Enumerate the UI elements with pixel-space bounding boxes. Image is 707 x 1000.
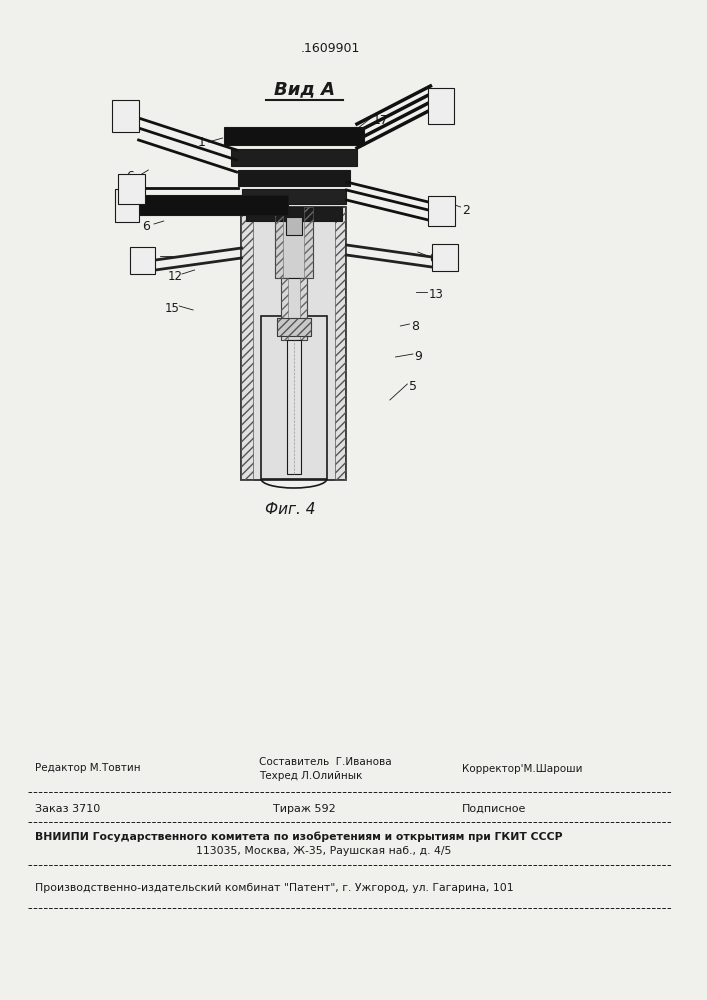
Bar: [432, 244, 458, 271]
Text: ВНИИПИ Государственного комитета по изобретениям и открытиям при ГКИТ СССР: ВНИИПИ Государственного комитета по изоб…: [35, 832, 563, 842]
Text: Тираж 592: Тираж 592: [273, 804, 336, 814]
Text: Заказ 3710: Заказ 3710: [35, 804, 100, 814]
Bar: [300, 278, 308, 340]
Bar: [275, 207, 284, 278]
Bar: [305, 207, 313, 278]
Bar: [428, 196, 455, 226]
Bar: [224, 127, 364, 145]
Text: Корректор'М.Шароши: Корректор'М.Шароши: [462, 764, 583, 774]
Bar: [242, 207, 346, 480]
Text: 6: 6: [147, 251, 155, 264]
Bar: [277, 318, 311, 336]
Bar: [281, 278, 308, 340]
Bar: [261, 316, 327, 479]
Bar: [277, 318, 311, 336]
Text: 8: 8: [429, 251, 437, 264]
Text: 12: 12: [168, 269, 182, 282]
Bar: [238, 170, 350, 186]
Bar: [118, 174, 145, 204]
Bar: [281, 278, 288, 340]
Text: 6: 6: [141, 220, 149, 232]
Text: 13: 13: [428, 288, 443, 300]
Bar: [231, 149, 357, 166]
Text: Редактор М.Товтин: Редактор М.Товтин: [35, 763, 141, 773]
Bar: [286, 217, 303, 235]
Text: 1: 1: [198, 135, 206, 148]
Bar: [138, 195, 288, 215]
Text: Производственно-издательский комбинат "Патент", г. Ужгород, ул. Гагарина, 101: Производственно-издательский комбинат "П…: [35, 883, 513, 893]
Bar: [242, 207, 252, 480]
Text: 8: 8: [411, 320, 419, 332]
Bar: [245, 207, 342, 221]
Text: Техред Л.Олийнык: Техред Л.Олийнык: [259, 771, 363, 781]
Bar: [287, 340, 301, 474]
Text: 6: 6: [127, 169, 134, 182]
Text: 2: 2: [462, 204, 470, 217]
Bar: [243, 189, 346, 204]
Text: Вид А: Вид А: [274, 80, 335, 98]
Text: 9: 9: [414, 350, 422, 362]
Bar: [428, 88, 454, 124]
Bar: [112, 100, 139, 132]
Text: 15: 15: [165, 302, 180, 314]
Text: Подписное: Подписное: [462, 804, 526, 814]
Text: 17: 17: [373, 113, 389, 126]
Bar: [275, 207, 313, 278]
Text: 5: 5: [409, 379, 416, 392]
Text: .1609901: .1609901: [301, 42, 361, 55]
Text: Фиг. 4: Фиг. 4: [265, 502, 316, 518]
Bar: [130, 247, 156, 274]
Bar: [115, 189, 139, 222]
Text: 113035, Москва, Ж-35, Раушская наб., д. 4/5: 113035, Москва, Ж-35, Раушская наб., д. …: [196, 846, 451, 856]
Bar: [335, 207, 346, 480]
Text: Составитель  Г.Иванова: Составитель Г.Иванова: [259, 757, 392, 767]
